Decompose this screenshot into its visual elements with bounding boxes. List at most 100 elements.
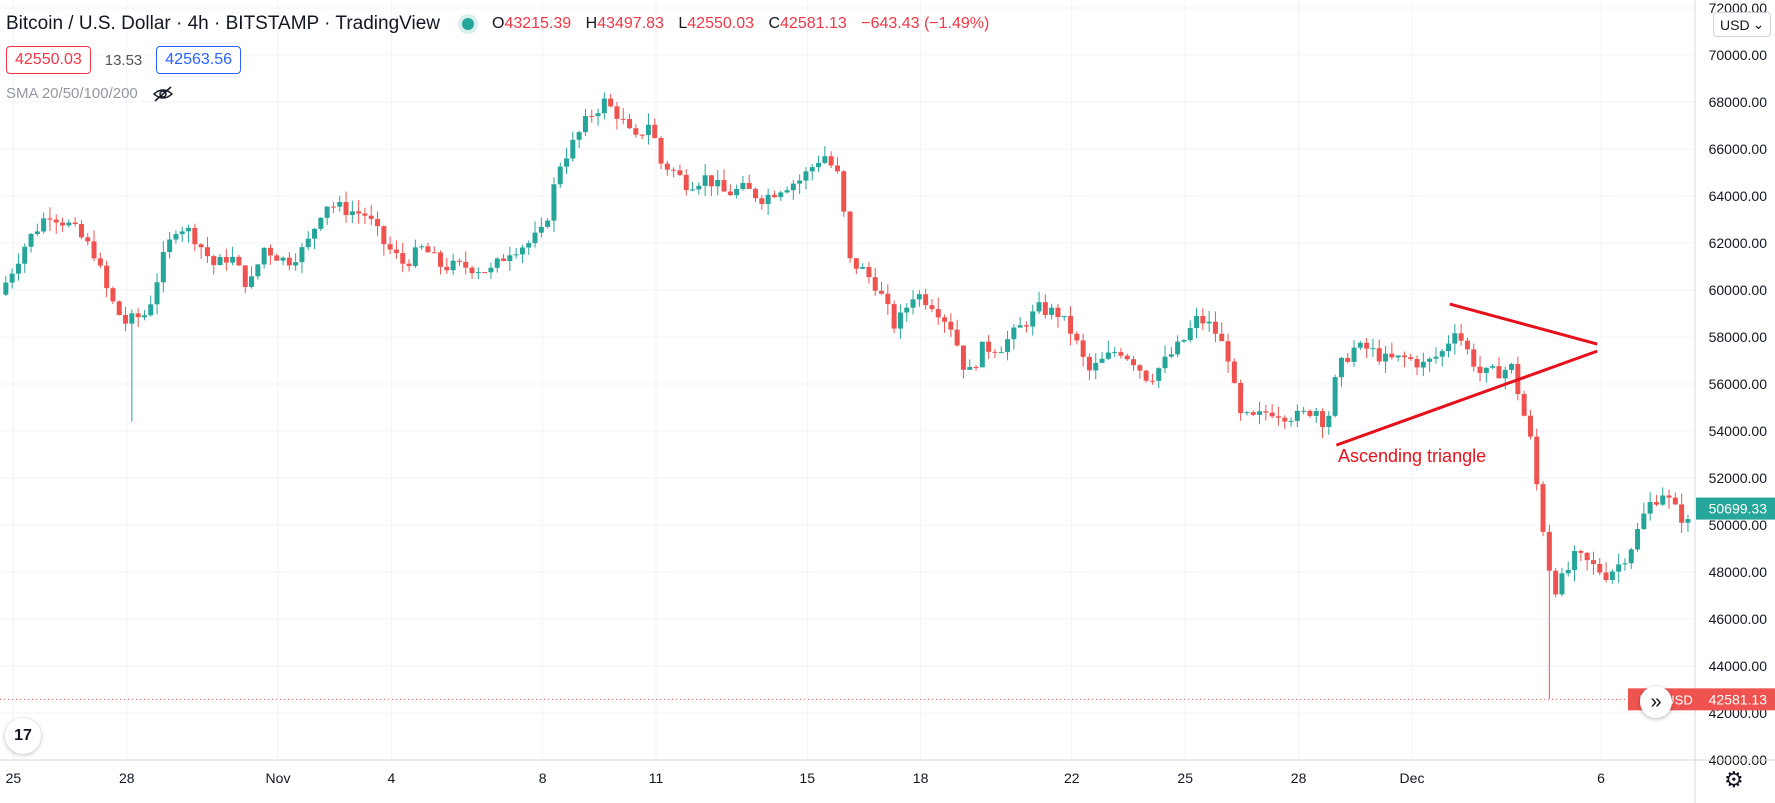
candle-body (973, 367, 979, 369)
candle-body (1590, 560, 1596, 564)
candle-body (1011, 327, 1017, 340)
candle-body (1364, 342, 1370, 349)
tradingview-logo-icon[interactable]: 17 (5, 718, 41, 754)
x-tick-label: 28 (1291, 770, 1307, 786)
candle-body (853, 258, 859, 269)
candle-body (1080, 340, 1086, 357)
candle-body (53, 219, 59, 223)
candle-body (1238, 382, 1244, 414)
y-tick-label: 44000.00 (1709, 658, 1768, 674)
candle-body (860, 267, 866, 269)
candle-body (929, 305, 935, 310)
candle-body (992, 351, 998, 353)
candle-body (753, 188, 759, 199)
candle-body (721, 180, 727, 192)
candle-body (400, 253, 406, 264)
candle-body (104, 265, 110, 289)
currency-select[interactable]: USD ⌄ (1713, 12, 1772, 37)
candle-body (1383, 353, 1389, 362)
symbol-title[interactable]: Bitcoin / U.S. Dollar · 4h · BITSTAMP · … (6, 13, 440, 34)
candle-body (1187, 328, 1193, 340)
candle-body (1351, 347, 1357, 362)
x-tick-label: Dec (1400, 770, 1425, 786)
candle-body (1036, 302, 1042, 312)
x-tick-label: 22 (1064, 770, 1080, 786)
current-price-label: 50699.33 (1709, 501, 1768, 517)
candle-body (1635, 529, 1641, 550)
candle-body (633, 128, 639, 135)
candle-body (1565, 569, 1571, 574)
buy-price-button[interactable]: 42563.56 (156, 46, 242, 74)
candle-body (425, 246, 431, 253)
candle-body (910, 299, 916, 308)
candle-body (1559, 573, 1565, 595)
y-tick-label: 62000.00 (1709, 235, 1768, 251)
candle-body (1175, 341, 1181, 355)
candle-body (765, 194, 771, 204)
candle-body (1137, 365, 1143, 371)
candle-body (582, 116, 588, 133)
x-tick-label: Nov (266, 770, 291, 786)
candle-body (1313, 411, 1319, 416)
candle-body (1672, 497, 1678, 505)
candle-body (450, 260, 456, 271)
candle-body (1307, 410, 1313, 416)
candle-body (1200, 316, 1206, 324)
candle-body (438, 252, 444, 267)
candle-body (1521, 394, 1527, 416)
candle-body (551, 184, 557, 221)
candle-body (595, 113, 601, 117)
candle-body (1118, 352, 1124, 356)
candle-body (223, 256, 229, 263)
candle-body (683, 174, 689, 191)
candle-body (589, 116, 595, 118)
y-tick-label: 54000.00 (1709, 423, 1768, 439)
candle-body (1609, 571, 1615, 580)
candle-body (192, 227, 198, 245)
candle-body (1156, 368, 1162, 381)
candle-body (1572, 551, 1578, 570)
candle-body (715, 180, 721, 187)
candle-body (1603, 572, 1609, 580)
candle-body (998, 352, 1004, 354)
candle-body (702, 175, 708, 186)
low-value: 42550.03 (687, 15, 755, 32)
candle-body (1647, 502, 1653, 514)
candle-body (1414, 359, 1420, 368)
candle-body (1370, 348, 1376, 350)
candle-body (967, 367, 973, 370)
candle-body (230, 256, 236, 263)
candle-body (173, 234, 179, 240)
candle-body (482, 272, 488, 274)
scroll-to-realtime-button[interactable]: » (1640, 686, 1672, 718)
candle-body (110, 288, 116, 302)
candle-body (1628, 549, 1634, 564)
candle-body (608, 98, 614, 107)
sell-price-button[interactable]: 42550.03 (6, 46, 91, 74)
candle-body (1042, 302, 1048, 315)
candle-body (211, 256, 217, 266)
candle-body (1225, 341, 1231, 362)
candle-body (129, 313, 135, 324)
x-tick-label: 6 (1597, 770, 1605, 786)
candle-body (834, 165, 840, 172)
candle-body (78, 224, 84, 238)
candle-body (942, 317, 948, 322)
candle-body (1395, 355, 1401, 358)
candle-body (1124, 355, 1130, 360)
candle-body (1168, 354, 1174, 357)
candle-body (1294, 410, 1300, 421)
y-tick-label: 52000.00 (1709, 470, 1768, 486)
candle-body (538, 226, 544, 233)
candle-body (242, 265, 248, 287)
indicator-label[interactable]: SMA 20/50/100/200 (6, 85, 138, 102)
hidden-eye-icon[interactable] (152, 85, 174, 102)
gear-icon[interactable]: ⚙ (1724, 767, 1744, 792)
candle-body (1093, 362, 1099, 371)
candle-body (349, 211, 355, 216)
candle-body (1553, 570, 1559, 595)
candle-body (1288, 420, 1294, 422)
candle-body (1357, 342, 1363, 348)
